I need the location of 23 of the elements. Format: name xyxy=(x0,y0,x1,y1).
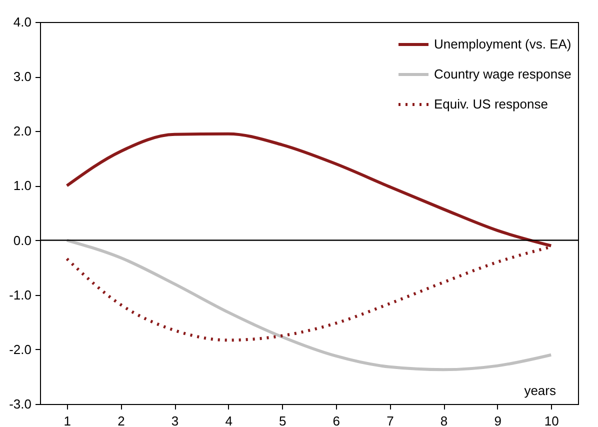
legend-label: Unemployment (vs. EA) xyxy=(434,36,572,52)
y-tick-label: 1.0 xyxy=(13,178,32,194)
y-tick-label: -3.0 xyxy=(9,396,32,412)
x-tick-label: 5 xyxy=(278,414,286,427)
x-tick-label: 4 xyxy=(225,414,232,427)
legend-label: Country wage response xyxy=(434,66,572,82)
x-tick-label: 6 xyxy=(332,414,340,427)
y-tick-label: -1.0 xyxy=(9,287,32,302)
y-tick-label: -2.0 xyxy=(9,342,32,357)
y-tick-label: 4.0 xyxy=(13,14,32,30)
x-tick-label: 2 xyxy=(118,414,125,427)
legend-label: Equiv. US response xyxy=(434,96,548,112)
x-tick-label: 8 xyxy=(440,414,448,427)
x-tick-label: 1 xyxy=(64,414,72,427)
x-tick-label: 10 xyxy=(544,414,559,427)
y-tick-label: 3.0 xyxy=(13,69,32,84)
x-tick-label: 7 xyxy=(386,414,394,427)
x-tick-label: 9 xyxy=(494,414,502,427)
annotation: years xyxy=(524,383,556,398)
y-tick-label: 2.0 xyxy=(13,124,32,139)
y-tick-label: 0.0 xyxy=(13,232,32,248)
x-tick-label: 3 xyxy=(171,414,179,427)
line-series xyxy=(65,238,553,372)
